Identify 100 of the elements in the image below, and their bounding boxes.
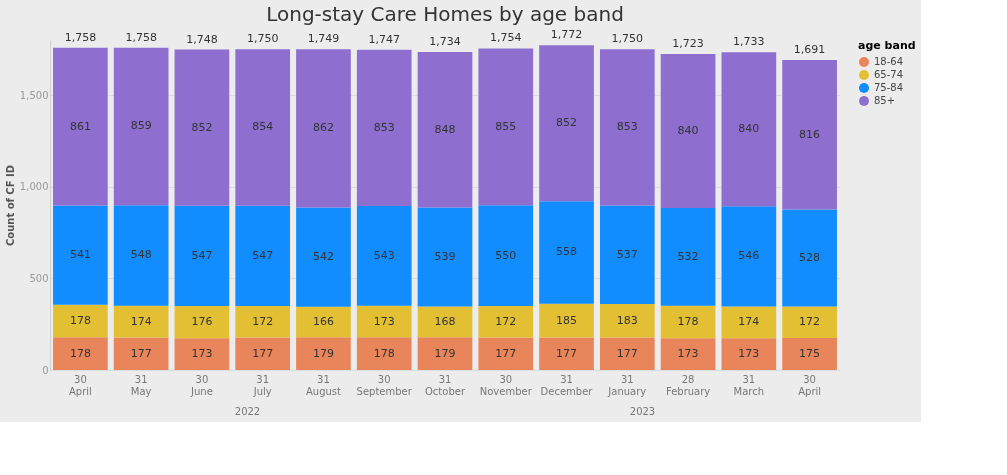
- data-label: 179: [312, 346, 334, 360]
- data-label: 539: [434, 249, 456, 263]
- data-label: 177: [495, 346, 517, 360]
- data-label: 853: [616, 120, 638, 134]
- y-axis-title: Count of CF ID: [4, 164, 16, 247]
- bar: [113, 205, 169, 306]
- data-label: 840: [738, 122, 760, 136]
- bar: [417, 337, 473, 370]
- x-tick-label: 30 September: [356, 373, 413, 397]
- total-label: 1,747: [368, 32, 400, 46]
- bar: [356, 337, 412, 370]
- legend-label: 85+: [874, 95, 896, 106]
- data-label: 177: [616, 346, 638, 360]
- data-label: 547: [191, 248, 213, 262]
- bar: [721, 306, 777, 339]
- legend-title: age band: [858, 39, 916, 52]
- x-tick-label: 31 January: [607, 373, 647, 397]
- bar: [539, 337, 594, 370]
- x-tick-label: 31 August: [305, 373, 342, 397]
- data-label: 861: [69, 119, 91, 133]
- data-label: 177: [252, 346, 274, 360]
- data-label: 840: [677, 124, 699, 138]
- bar: [539, 45, 594, 202]
- bar: [296, 337, 351, 370]
- bar: [53, 304, 108, 338]
- total-label: 1,758: [125, 30, 157, 44]
- data-label: 548: [130, 248, 152, 262]
- bar: [235, 337, 291, 370]
- bar: [174, 338, 230, 370]
- data-label: 859: [130, 119, 152, 133]
- bar: [599, 205, 655, 304]
- data-label: 537: [616, 247, 638, 261]
- bar: [113, 337, 169, 370]
- bar: [235, 306, 291, 338]
- bar: [721, 206, 777, 307]
- y-tick-label: 0: [42, 364, 49, 376]
- bar: [417, 52, 473, 208]
- bar: [174, 306, 230, 339]
- data-label: 174: [738, 315, 760, 329]
- legend-label: 65-74: [874, 69, 904, 80]
- data-label: 177: [556, 346, 578, 360]
- data-label: 166: [312, 314, 334, 328]
- bar: [660, 208, 716, 306]
- bar: [721, 338, 777, 370]
- data-label: 172: [495, 314, 517, 328]
- data-label: 178: [677, 314, 699, 328]
- bar: [478, 306, 534, 338]
- data-label: 542: [312, 250, 334, 264]
- bar: [174, 205, 230, 307]
- bar: [478, 337, 534, 370]
- data-label: 816: [799, 127, 821, 141]
- data-label: 532: [677, 249, 699, 263]
- x-tick-label: 30 November: [479, 373, 533, 397]
- data-label: 175: [799, 346, 821, 360]
- bar: [53, 47, 108, 206]
- bar: [174, 49, 230, 206]
- text: 2023: [629, 406, 656, 417]
- total-label: 1,748: [186, 32, 218, 46]
- bar: [782, 59, 837, 210]
- data-label: 852: [191, 120, 213, 134]
- y-tick-label: 1,000: [19, 181, 49, 193]
- x-tick-label: 28 February: [665, 373, 711, 397]
- data-label: 855: [495, 119, 517, 133]
- data-label: 543: [373, 248, 395, 262]
- bar: [660, 305, 716, 339]
- data-label: 179: [434, 346, 456, 360]
- x-tick-label: 31 March: [733, 373, 765, 397]
- bar: [235, 205, 291, 307]
- bar: [113, 305, 169, 338]
- data-label: 177: [130, 346, 152, 360]
- data-label: 854: [252, 120, 274, 134]
- data-label: 558: [556, 245, 578, 259]
- data-label: 528: [799, 250, 821, 264]
- data-label: 848: [434, 122, 456, 136]
- bar: [478, 205, 534, 307]
- y-tick-label: 500: [29, 272, 49, 284]
- legend-label: 18-64: [874, 56, 904, 67]
- text: 2022: [234, 406, 261, 417]
- y-tick-label: 1,500: [19, 89, 49, 101]
- total-label: 1,758: [64, 30, 97, 44]
- data-label: 853: [373, 120, 395, 134]
- bar: [539, 201, 594, 304]
- bar: [782, 337, 837, 370]
- x-tick-label: 30 June: [190, 373, 213, 397]
- bar: [417, 306, 473, 338]
- bar: [721, 52, 777, 207]
- total-label: 1,691: [793, 42, 826, 56]
- legend-label: 75-84: [874, 82, 904, 93]
- x-tick-label: 30 April: [68, 373, 92, 397]
- total-label: 1,723: [672, 37, 704, 51]
- bar: [660, 54, 716, 209]
- data-label: 173: [677, 347, 699, 361]
- bar: [296, 207, 351, 307]
- bar: [53, 337, 108, 370]
- data-label: 546: [738, 249, 760, 263]
- bar: [356, 49, 412, 207]
- total-label: 1,749: [307, 32, 340, 46]
- total-label: 1,733: [733, 35, 765, 49]
- data-label: 541: [69, 248, 91, 262]
- x-tick-label: 31 May: [130, 373, 152, 397]
